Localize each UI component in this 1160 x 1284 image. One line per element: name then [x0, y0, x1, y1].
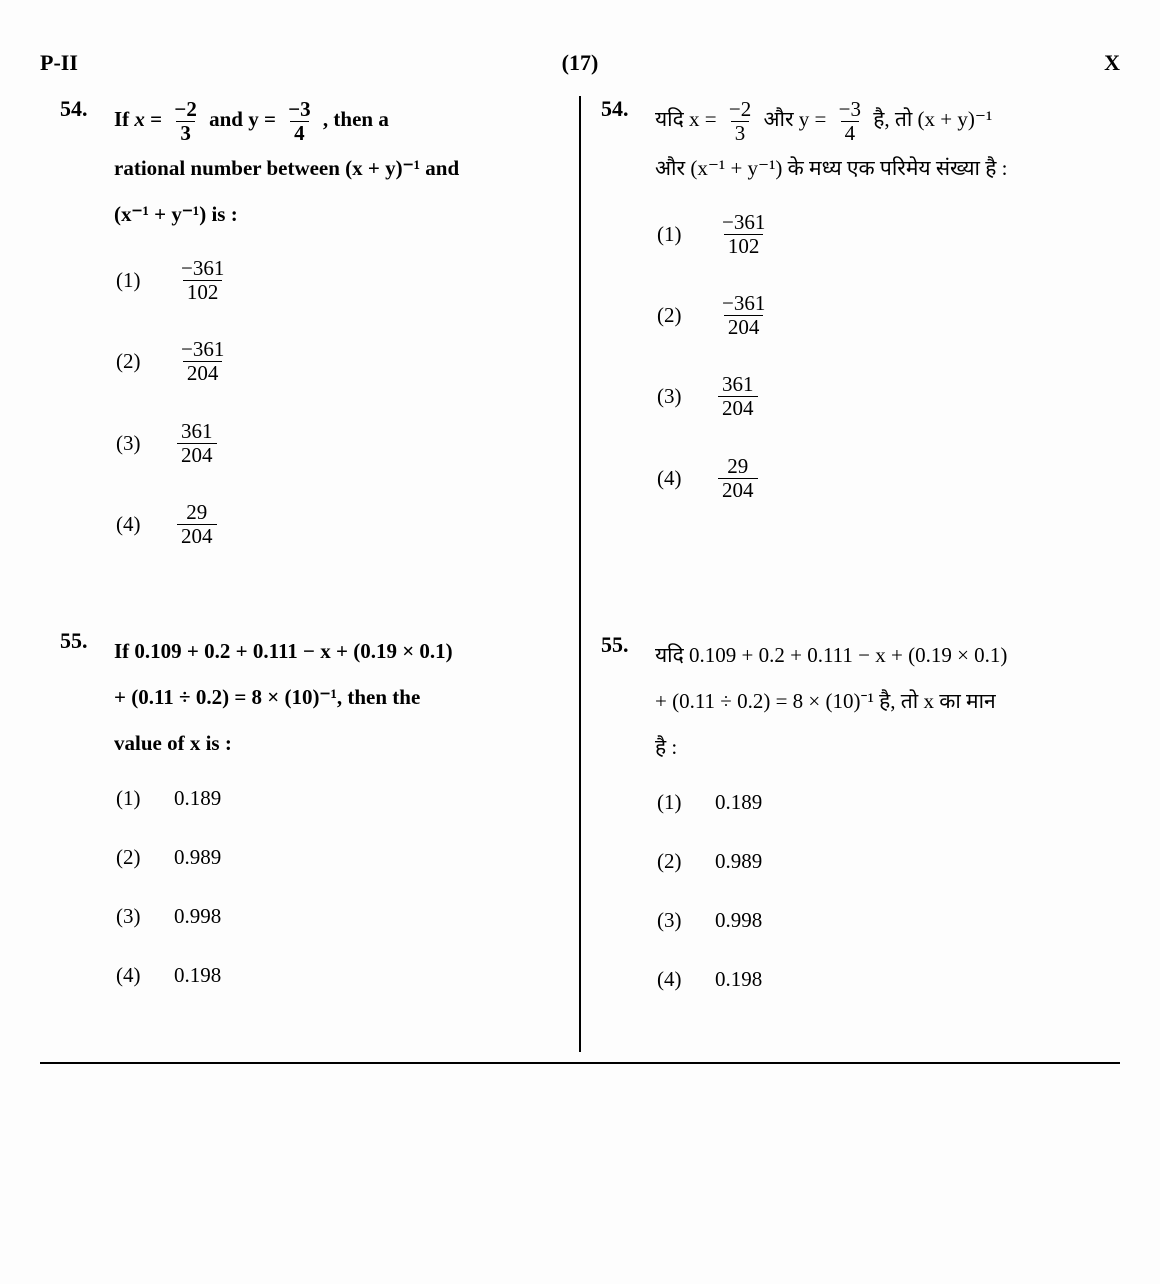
footer-rule: [40, 1062, 1120, 1064]
question-text: यदि 0.109 + 0.2 + 0.111 − x + (0.19 × 0.…: [655, 632, 1007, 771]
options-list: (1) 0.189 (2) 0.989 (3) 0.998 (4) 0.198: [657, 790, 1100, 992]
option: (4) 0.198: [657, 967, 1100, 992]
header-right: X: [920, 50, 1120, 76]
option: (4) 29 204: [116, 501, 559, 548]
options-list: (1) 0.189 (2) 0.989 (3) 0.998 (4) 0.198: [116, 786, 559, 988]
question-text: If 0.109 + 0.2 + 0.111 − x + (0.19 × 0.1…: [114, 628, 453, 767]
fraction: −3 4: [835, 98, 865, 145]
fraction: 29 204: [718, 455, 758, 502]
option: (1) 0.189: [116, 786, 559, 811]
question-54-en: 54. If x = −2 3 and y = −3 4: [60, 96, 559, 548]
option: (1) −361 102: [657, 211, 1100, 258]
header-left: P-II: [40, 50, 240, 76]
option: (2) 0.989: [116, 845, 559, 870]
question-number: 55.: [601, 632, 637, 658]
content-columns: 54. If x = −2 3 and y = −3 4: [40, 96, 1120, 1052]
question-55-en: 55. If 0.109 + 0.2 + 0.111 − x + (0.19 ×…: [60, 628, 559, 989]
option: (3) 361 204: [116, 420, 559, 467]
fraction: 29 204: [177, 501, 217, 548]
option: (2) −361 204: [657, 292, 1100, 339]
fraction: −2 3: [725, 98, 755, 145]
page-number: (17): [480, 50, 680, 76]
fraction: −361 204: [718, 292, 769, 339]
question-text: If x = −2 3 and y = −3 4 , then: [114, 96, 459, 237]
question-number: 54.: [601, 96, 637, 122]
options-list: (1) −361 102 (2) −361 204 (3): [657, 211, 1100, 502]
fraction: −2 3: [170, 98, 200, 145]
question-55-hi: 55. यदि 0.109 + 0.2 + 0.111 − x + (0.19 …: [601, 632, 1100, 993]
option: (3) 361 204: [657, 373, 1100, 420]
fraction: 361 204: [718, 373, 758, 420]
question-number: 55.: [60, 628, 96, 654]
fraction: 361 204: [177, 420, 217, 467]
fraction: −361 102: [177, 257, 228, 304]
option: (2) −361 204: [116, 338, 559, 385]
option: (3) 0.998: [116, 904, 559, 929]
option: (1) 0.189: [657, 790, 1100, 815]
question-number: 54.: [60, 96, 96, 122]
question-text: यदि x = −2 3 और y = −3 4 है, तो (x + y)⁻…: [655, 96, 1007, 191]
question-54-hi: 54. यदि x = −2 3 और y = −3 4 है: [601, 96, 1100, 502]
option: (4) 29 204: [657, 455, 1100, 502]
page-header: P-II (17) X: [40, 50, 1120, 76]
option: (1) −361 102: [116, 257, 559, 304]
options-list: (1) −361 102 (2) −361 204 (3): [116, 257, 559, 548]
option: (3) 0.998: [657, 908, 1100, 933]
column-left: 54. If x = −2 3 and y = −3 4: [40, 96, 579, 1052]
option: (4) 0.198: [116, 963, 559, 988]
fraction: −361 102: [718, 211, 769, 258]
column-right: 54. यदि x = −2 3 और y = −3 4 है: [581, 96, 1120, 1052]
fraction: −3 4: [284, 98, 314, 145]
fraction: −361 204: [177, 338, 228, 385]
option: (2) 0.989: [657, 849, 1100, 874]
